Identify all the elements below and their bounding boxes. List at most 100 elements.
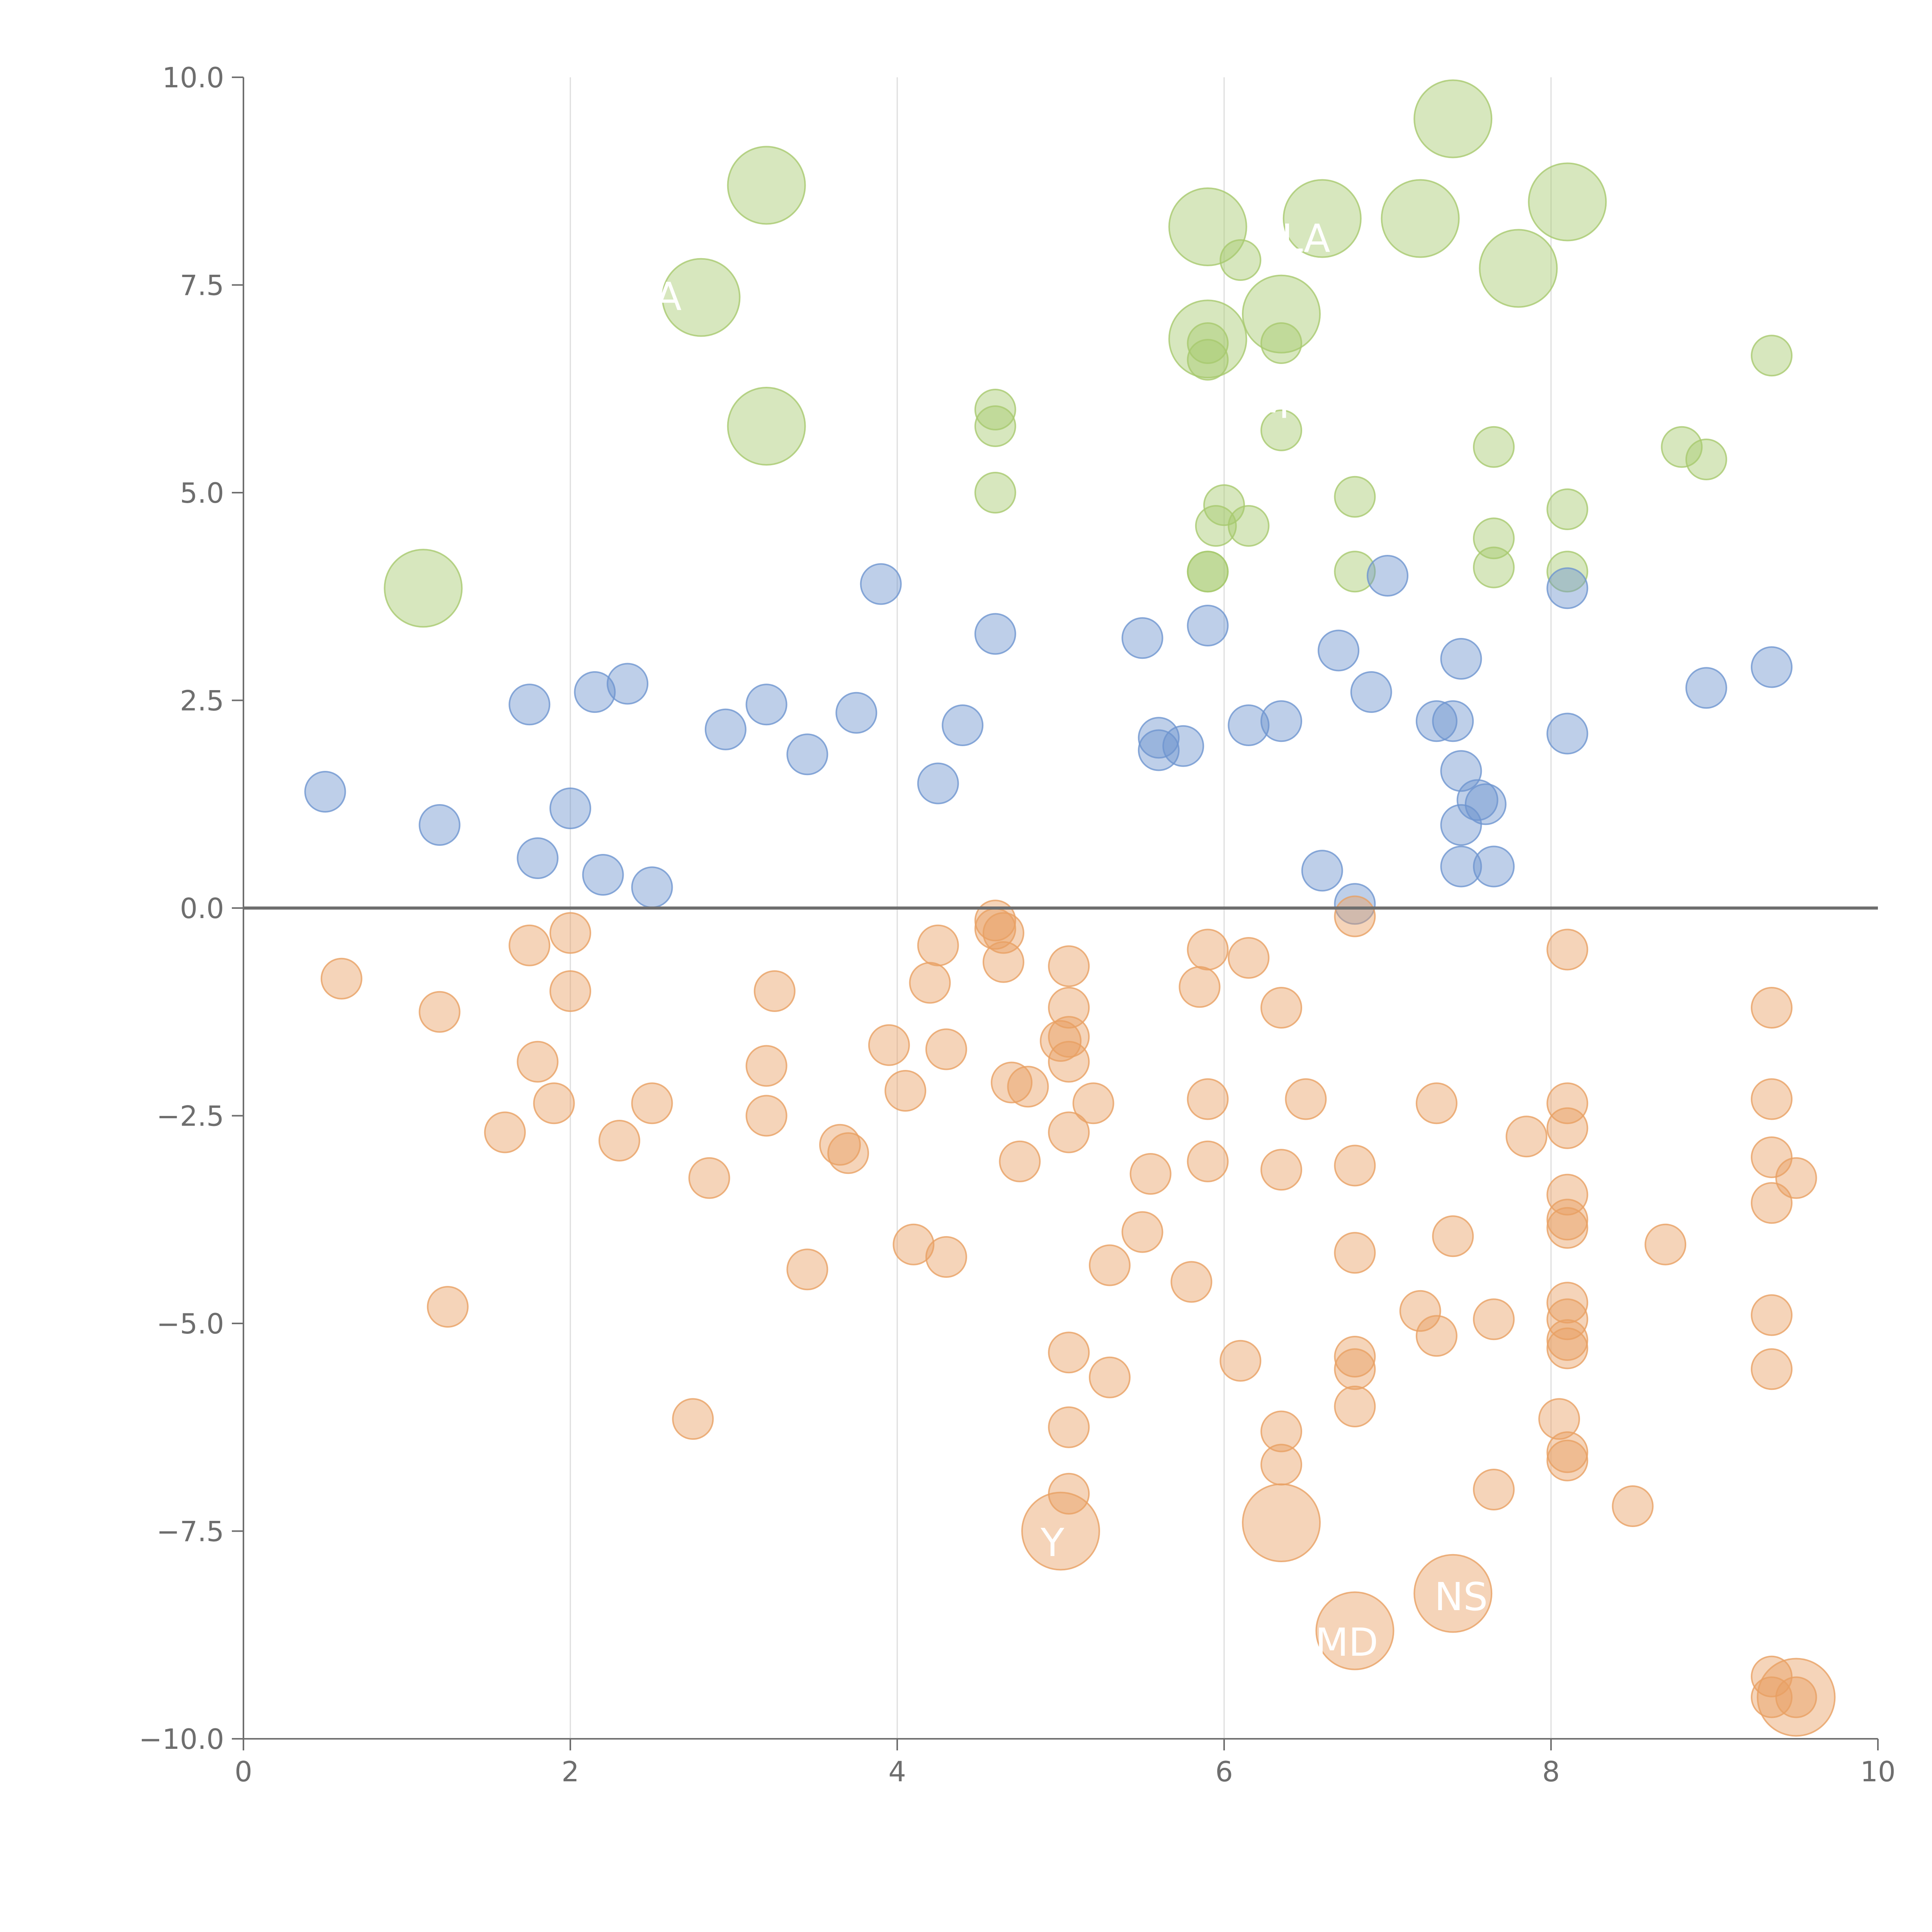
blue-bubble: [631, 866, 673, 908]
orange-bubble: [1546, 1107, 1588, 1149]
green-bubble: [1282, 179, 1362, 258]
blue-bubble: [1367, 555, 1408, 597]
blue-bubble: [1464, 783, 1507, 825]
x-tick-label: 4: [888, 1755, 906, 1788]
orange-bubble: [1775, 1157, 1817, 1199]
green-bubble: [1203, 484, 1245, 526]
blue-bubble: [1751, 646, 1793, 688]
orange-bubble: [533, 1082, 575, 1124]
annotation-label: A: [655, 274, 682, 319]
orange-bubble: [1021, 1492, 1100, 1571]
blue-bubble: [304, 771, 346, 813]
blue-bubble: [1260, 700, 1303, 742]
orange-bubble: [827, 1132, 869, 1174]
green-bubble: [727, 387, 806, 466]
green-bubble: [1195, 505, 1237, 547]
green-bubble: [1228, 505, 1270, 547]
blue-bubble: [1121, 617, 1163, 659]
orange-bubble: [320, 957, 362, 1000]
green-bubble: [1219, 239, 1262, 281]
green-bubble: [1334, 476, 1376, 518]
orange-bubble: [1048, 1332, 1090, 1374]
orange-bubble: [631, 1082, 673, 1124]
orange-bubble: [418, 991, 461, 1033]
orange-bubble: [982, 941, 1024, 983]
orange-bubble: [745, 1045, 787, 1087]
orange-bubble: [1260, 1444, 1303, 1486]
green-bubble: [1381, 179, 1460, 258]
blue-bubble: [1318, 629, 1360, 672]
blue-bubble: [574, 671, 616, 713]
blue-bubble: [549, 787, 591, 829]
blue-bubble: [704, 708, 747, 750]
blue-bubble: [1350, 671, 1392, 713]
x-tick-label: 8: [1542, 1755, 1560, 1788]
orange-bubble: [1751, 1136, 1793, 1178]
blue-bubble: [418, 804, 461, 846]
orange-bubble: [509, 924, 551, 966]
orange-bubble: [1048, 1041, 1090, 1083]
x-tick-label: 10: [1860, 1755, 1896, 1788]
orange-bubble: [598, 1120, 640, 1162]
orange-bubble: [1048, 987, 1090, 1029]
green-bubble: [1473, 426, 1515, 468]
blue-bubble: [582, 854, 624, 896]
blue-bubble: [1440, 845, 1482, 888]
green-bubble: [974, 472, 1016, 514]
orange-bubble: [1546, 1431, 1588, 1473]
green-bubble: [1168, 187, 1247, 266]
orange-bubble: [745, 1095, 787, 1137]
blue-bubble: [1228, 704, 1270, 746]
orange-bubble: [1546, 1082, 1588, 1124]
orange-bubble: [1315, 1591, 1395, 1670]
blue-bubble: [974, 613, 1016, 655]
green-bubble: [1528, 162, 1607, 242]
annotations: Y NS MD A LA M: [655, 216, 1488, 1665]
y-tick-label: −10.0: [139, 1723, 224, 1755]
blue-bubble: [917, 762, 959, 804]
orange-bubble: [1415, 1315, 1458, 1357]
y-tick-label: 7.5: [180, 269, 224, 302]
orange-bubble: [1242, 1483, 1321, 1562]
y-tick-label: −2.5: [156, 1100, 224, 1133]
orange-bubble: [1179, 966, 1221, 1008]
green-bubble: [1260, 322, 1303, 364]
blue-bubble: [1138, 717, 1180, 759]
orange-bubble: [1048, 1016, 1090, 1058]
orange-bubble: [1645, 1223, 1687, 1265]
orange-bubble: [1538, 1398, 1580, 1440]
y-tick-label: 10.0: [162, 61, 224, 94]
orange-bubble: [1334, 895, 1376, 937]
orange-bubble: [1399, 1290, 1441, 1332]
orange-bubble: [1751, 1078, 1793, 1120]
orange-bubble: [1334, 1232, 1376, 1274]
green-bubble: [1685, 439, 1727, 480]
blue-bubble: [1456, 779, 1498, 821]
green-bubble: [974, 389, 1016, 430]
blue-bubble: [1415, 700, 1458, 742]
orange-bubble: [1473, 1469, 1515, 1510]
green-bubble: [662, 258, 741, 337]
orange-bubble: [1260, 1410, 1303, 1452]
orange-bubble: [1546, 1173, 1588, 1216]
orange-bubble: [549, 912, 591, 954]
blue-bubble: [517, 837, 559, 879]
blue-bubble: [1473, 845, 1515, 888]
orange-bubble: [1334, 1336, 1376, 1378]
y-tick-label: 2.5: [180, 685, 224, 717]
orange-bubble: [1187, 929, 1229, 971]
green-bubble: [1187, 339, 1229, 381]
green-bubble: [1546, 551, 1588, 593]
orange-bubble: [1546, 1282, 1588, 1324]
blue-bubble: [1546, 713, 1588, 755]
blue-bubble: [786, 733, 828, 776]
green-bubble: [1413, 79, 1493, 158]
x-tick-label: 0: [235, 1755, 252, 1788]
orange-bubble: [1040, 1020, 1082, 1062]
orange-bubble: [1751, 987, 1793, 1029]
blue-bubble: [942, 704, 984, 746]
orange-bubble: [1432, 1215, 1474, 1257]
orange-bubble: [484, 1111, 526, 1153]
y-tick-label: 5.0: [180, 477, 224, 509]
